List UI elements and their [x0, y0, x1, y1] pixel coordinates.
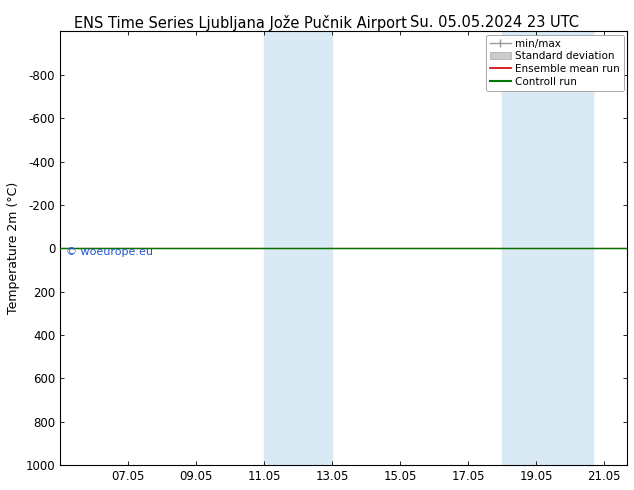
Legend: min/max, Standard deviation, Ensemble mean run, Controll run: min/max, Standard deviation, Ensemble me…: [486, 35, 624, 91]
Text: © woeurope.eu: © woeurope.eu: [66, 246, 153, 257]
Text: ENS Time Series Ljubljana Jože Pučnik Airport: ENS Time Series Ljubljana Jože Pučnik Ai…: [74, 15, 408, 31]
Bar: [264, 31, 332, 465]
Y-axis label: Temperature 2m (°C): Temperature 2m (°C): [7, 182, 20, 315]
Text: Su. 05.05.2024 23 UTC: Su. 05.05.2024 23 UTC: [410, 15, 579, 30]
Bar: [502, 31, 593, 465]
